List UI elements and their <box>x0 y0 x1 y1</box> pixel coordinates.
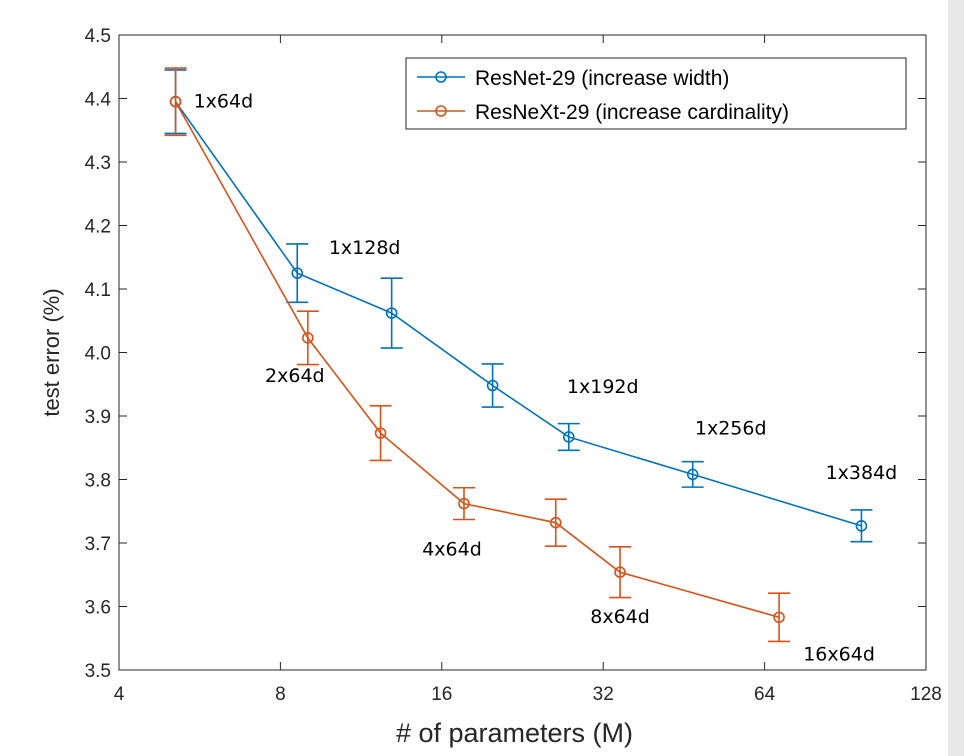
data-point <box>374 427 387 439</box>
point-label: 1x192d <box>567 376 639 398</box>
plot-area: 3.5 3.6 3.7 3.8 3.9 4.0 4.1 4.2 4.3 4.4 4.5 4 8 16 32 6… <box>39 26 942 748</box>
data-point <box>773 611 785 624</box>
data-point <box>686 468 699 481</box>
data-point <box>855 520 868 532</box>
y-tick-label: 3.5 <box>85 661 111 682</box>
y-tick-label: 4.2 <box>85 217 111 238</box>
y-tick-label: 4.0 <box>85 344 111 365</box>
data-point <box>562 431 575 443</box>
y-tick-label: 3.6 <box>85 598 111 619</box>
x-axis-label: # of parameters (M) <box>396 718 633 748</box>
window-edge <box>948 0 964 756</box>
x-tick-label: 64 <box>754 684 776 705</box>
data-point <box>549 516 562 529</box>
legend-entry: ResNeXt-29 (increase cardinality) <box>475 101 789 124</box>
point-label: 8x64d <box>590 606 650 628</box>
data-point <box>486 379 499 392</box>
y-axis-label: test error (%) <box>39 288 64 416</box>
legend-swatch-marker <box>435 105 447 117</box>
x-tick-label: 128 <box>910 684 942 705</box>
y-tick-label: 3.7 <box>85 534 111 555</box>
data-point <box>458 497 470 510</box>
point-label: 1x256d <box>695 417 767 439</box>
x-tick-label: 4 <box>114 684 125 705</box>
axes-box <box>118 34 927 671</box>
x-tick-label: 16 <box>431 684 452 705</box>
data-point <box>169 95 182 108</box>
point-label: 1x64d <box>194 91 254 113</box>
y-tick-label: 3.8 <box>85 471 111 492</box>
point-label: 16x64d <box>803 643 875 665</box>
data-point <box>385 307 398 319</box>
y-tick-label: 4.5 <box>85 26 111 47</box>
data-point <box>302 332 314 344</box>
data-point <box>614 566 626 579</box>
y-tick-label: 3.9 <box>85 407 111 428</box>
point-label: 2x64d <box>265 365 325 387</box>
x-tick-label: 32 <box>593 684 614 705</box>
point-label: 1x128d <box>329 237 401 259</box>
data-point <box>291 267 304 279</box>
x-tick-label: 8 <box>275 684 286 705</box>
y-tick-label: 4.4 <box>85 90 112 111</box>
y-tick-label: 4.1 <box>85 280 111 301</box>
legend-swatch-marker <box>435 71 447 83</box>
legend-entry: ResNet-29 (increase width) <box>475 67 729 90</box>
y-tick-label: 4.3 <box>85 153 111 174</box>
legend-box <box>405 57 907 130</box>
point-label: 4x64d <box>422 539 482 561</box>
point-label: 1x384d <box>826 462 898 484</box>
